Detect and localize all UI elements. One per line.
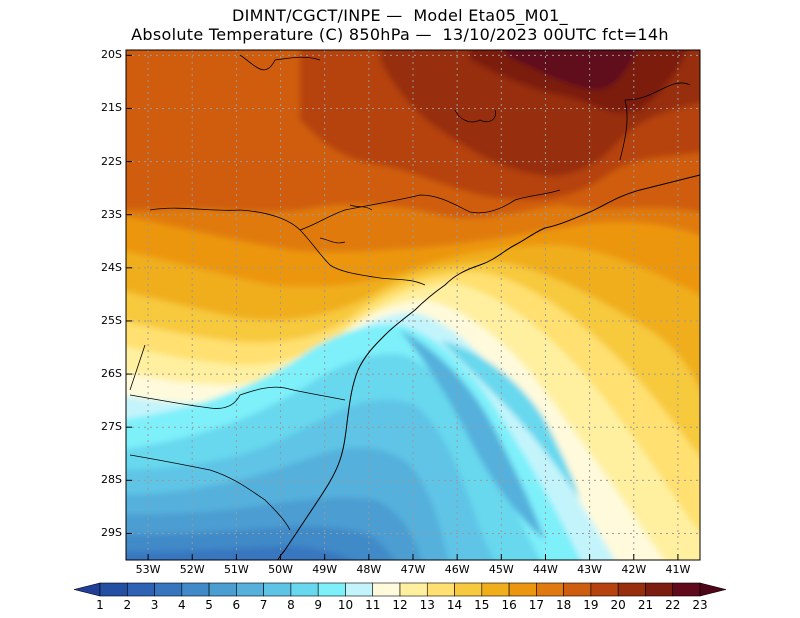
lon-label-47w: 47W xyxy=(400,563,426,576)
lat-label-29s: 29S xyxy=(101,526,122,540)
colorbar-swatch xyxy=(454,582,483,597)
colorbar-label: 20 xyxy=(610,598,626,612)
field-7-ocean xyxy=(400,330,545,540)
colorbar-label: 15 xyxy=(474,598,490,612)
colorbar-swatch xyxy=(317,582,346,597)
lat-label-26s: 26S xyxy=(101,367,122,381)
colorbar-label: 18 xyxy=(555,598,572,612)
colorbar-swatch xyxy=(181,582,210,597)
lon-label-44w: 44W xyxy=(533,563,558,576)
field-4 xyxy=(126,546,352,560)
lat-label-25s: 25S xyxy=(101,313,122,327)
colorbar-swatch xyxy=(345,582,374,597)
lon-label-45w: 45W xyxy=(488,563,514,576)
colorbar-swatch xyxy=(563,582,592,597)
temperature-field xyxy=(126,50,700,560)
colorbar-max-arrow xyxy=(699,582,727,597)
lat-label-24s: 24S xyxy=(101,260,122,274)
colorbar-label: 11 xyxy=(365,598,381,612)
lon-label-41w: 41W xyxy=(665,563,691,576)
colorbar-label: 6 xyxy=(232,598,241,612)
colorbar-swatch xyxy=(672,582,701,597)
colorbar-label: 10 xyxy=(337,598,354,612)
colorbar-label: 17 xyxy=(528,598,544,612)
lat-label-21s: 21S xyxy=(101,101,122,115)
title-line-1: DIMNT/CGCT/INPE — Model Eta05_M01_ xyxy=(232,6,568,25)
colorbar-swatch xyxy=(617,582,646,597)
colorbar-swatch xyxy=(645,582,674,597)
colorbar-swatch xyxy=(508,582,537,597)
colorbar-label: 13 xyxy=(419,598,435,612)
colorbar-swatch xyxy=(290,582,319,597)
colorbar-swatch xyxy=(208,582,237,597)
lon-label-48w: 48W xyxy=(356,563,382,576)
lat-label-27s: 27S xyxy=(101,420,122,434)
lon-label-53w: 53W xyxy=(135,563,161,576)
colorbar-label: 21 xyxy=(637,598,654,612)
state-borders xyxy=(129,54,691,531)
colorbar-label: 2 xyxy=(123,598,132,612)
field-19-nw xyxy=(126,50,300,167)
colorbar-label: 12 xyxy=(392,598,408,612)
lon-label-50w: 50W xyxy=(268,563,293,576)
title-line-2: Absolute Temperature (C) 850hPa — 13/10/… xyxy=(131,25,669,44)
reservoirs xyxy=(319,109,496,244)
colorbar-swatch xyxy=(426,582,455,597)
colorbar-label: 8 xyxy=(287,598,295,612)
colorbar-label: 19 xyxy=(583,598,599,612)
axis-ticks xyxy=(126,54,679,560)
colorbar-swatch xyxy=(263,582,292,597)
colorbar-label: 23 xyxy=(692,598,708,612)
colorbar-swatch xyxy=(399,582,428,597)
lon-label-52w: 52W xyxy=(179,563,205,576)
colorbar-label: 1 xyxy=(96,598,104,612)
lon-label-43w: 43W xyxy=(577,563,603,576)
colorbar-swatch xyxy=(536,582,564,597)
colorbar-label: 4 xyxy=(177,598,186,612)
lat-label-23s: 23S xyxy=(101,207,122,221)
colorbar-label: 9 xyxy=(314,598,322,612)
colorbar-swatch xyxy=(99,582,128,597)
grid-lines xyxy=(126,50,700,560)
colorbar-swatch xyxy=(372,582,401,597)
colorbar-swatch xyxy=(590,582,619,597)
lon-label-49w: 49W xyxy=(312,563,338,576)
coastline xyxy=(276,174,700,560)
lon-label-46w: 46W xyxy=(444,563,470,576)
lon-label-42w: 42W xyxy=(621,563,647,576)
colorbar-min-arrow xyxy=(73,582,101,597)
lat-label-28s: 28S xyxy=(101,473,122,487)
colorbar-swatch xyxy=(236,582,264,597)
field-23 xyxy=(504,50,638,90)
colorbar-label: 7 xyxy=(259,598,268,612)
colorbar xyxy=(73,582,727,597)
colorbar-label: 3 xyxy=(150,598,159,612)
colorbar-label: 16 xyxy=(501,598,517,612)
colorbar-swatch xyxy=(481,582,510,597)
colorbar-swatch xyxy=(126,582,155,597)
colorbar-label: 5 xyxy=(205,598,213,612)
lat-label-22s: 22S xyxy=(101,154,122,168)
colorbar-swatch xyxy=(154,582,183,597)
colorbar-label: 14 xyxy=(446,598,463,612)
colorbar-label: 22 xyxy=(665,598,681,612)
lat-label-20s: 20S xyxy=(101,48,122,62)
lon-label-51w: 51W xyxy=(223,563,249,576)
